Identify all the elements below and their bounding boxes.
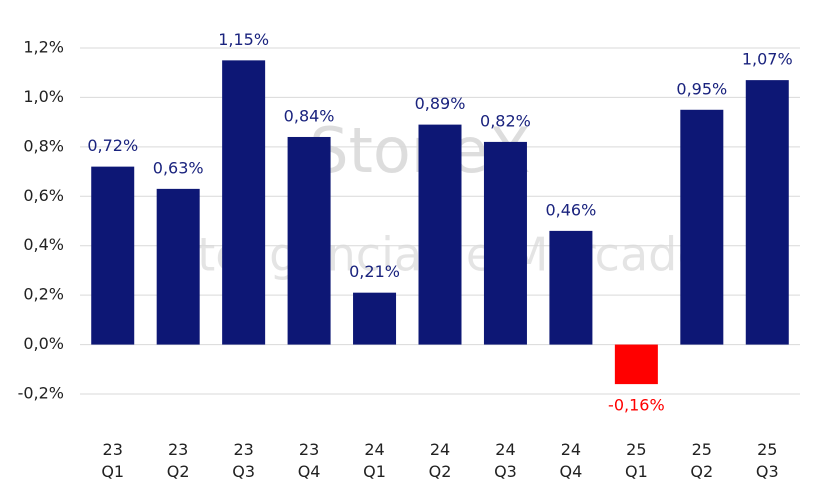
x-tick-year: 24 xyxy=(364,440,384,459)
x-tick-year: 25 xyxy=(692,440,712,459)
x-tick-quarter: Q1 xyxy=(363,462,386,481)
bar xyxy=(222,60,266,345)
bar xyxy=(745,80,789,345)
bar xyxy=(680,109,724,345)
x-tick-quarter: Q3 xyxy=(494,462,517,481)
x-tick-year: 24 xyxy=(561,440,581,459)
x-tick-label: 23 Q3 xyxy=(232,440,255,481)
value-label: 0,82% xyxy=(480,111,531,130)
x-tick-year: 23 xyxy=(103,440,123,459)
x-tick-year: 23 xyxy=(168,440,188,459)
x-tick-quarter: Q4 xyxy=(560,462,583,481)
bar xyxy=(418,124,462,345)
x-tick-label: 24 Q2 xyxy=(429,440,452,481)
x-tick-quarter: Q3 xyxy=(756,462,779,481)
bar xyxy=(549,230,593,345)
y-tick-label: 1,0% xyxy=(23,87,64,106)
value-label: 0,72% xyxy=(87,136,138,155)
x-tick-label: 23 Q4 xyxy=(298,440,321,481)
y-tick-label: 0,0% xyxy=(23,334,64,353)
y-tick-label: 0,6% xyxy=(23,186,64,205)
x-tick-quarter: Q1 xyxy=(625,462,648,481)
value-label: -0,16% xyxy=(608,396,665,415)
x-tick-label: 24 Q1 xyxy=(363,440,386,481)
value-label: 1,15% xyxy=(218,30,269,49)
bar xyxy=(156,188,200,345)
value-label: 1,07% xyxy=(742,50,793,69)
x-tick-year: 23 xyxy=(233,440,253,459)
bar xyxy=(91,166,135,345)
y-tick-label: 0,2% xyxy=(23,285,64,304)
bar xyxy=(353,292,397,345)
x-tick-label: 23 Q2 xyxy=(167,440,190,481)
value-label: 0,84% xyxy=(284,106,335,125)
x-tick-label: 24 Q4 xyxy=(560,440,583,481)
x-tick-label: 25 Q3 xyxy=(756,440,779,481)
value-label: 0,63% xyxy=(153,158,204,177)
bar xyxy=(287,136,331,345)
x-tick-quarter: Q2 xyxy=(690,462,713,481)
x-tick-quarter: Q4 xyxy=(298,462,321,481)
x-tick-year: 25 xyxy=(757,440,777,459)
x-tick-quarter: Q3 xyxy=(232,462,255,481)
x-tick-label: 23 Q1 xyxy=(101,440,124,481)
y-tick-label: 0,8% xyxy=(23,136,64,155)
value-label: 0,46% xyxy=(545,200,596,219)
x-tick-label: 24 Q3 xyxy=(494,440,517,481)
value-label: 0,89% xyxy=(415,94,466,113)
x-tick-year: 24 xyxy=(430,440,450,459)
x-tick-quarter: Q2 xyxy=(167,462,190,481)
x-tick-quarter: Q1 xyxy=(101,462,124,481)
x-tick-year: 25 xyxy=(626,440,646,459)
y-tick-label: 0,4% xyxy=(23,235,64,254)
value-label: 0,21% xyxy=(349,262,400,281)
y-tick-label: -0,2% xyxy=(18,384,64,403)
x-tick-quarter: Q2 xyxy=(429,462,452,481)
bar xyxy=(483,141,527,345)
x-tick-year: 23 xyxy=(299,440,319,459)
y-tick-label: 1,2% xyxy=(23,38,64,57)
x-tick-label: 25 Q1 xyxy=(625,440,648,481)
x-tick-label: 25 Q2 xyxy=(690,440,713,481)
x-tick-year: 24 xyxy=(495,440,515,459)
bar xyxy=(614,344,658,385)
value-label: 0,95% xyxy=(676,79,727,98)
